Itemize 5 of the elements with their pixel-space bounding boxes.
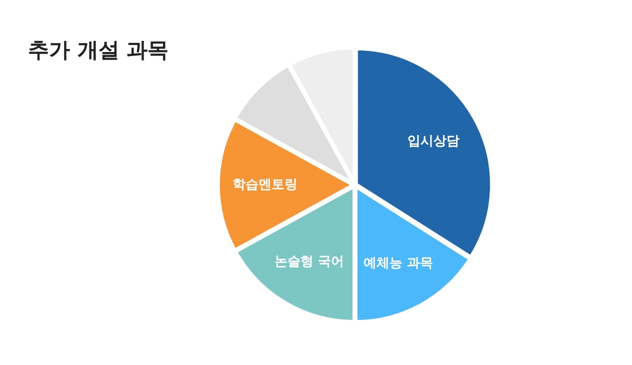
slice-label: 논술형 국어 xyxy=(274,254,344,270)
slice-label: 예체능 과목 xyxy=(363,256,434,272)
slice-label: 학습멘토링 xyxy=(232,177,298,192)
chart-title: 추가 개설 과목 xyxy=(28,37,169,64)
slice-label: 입시상담 xyxy=(408,134,460,150)
